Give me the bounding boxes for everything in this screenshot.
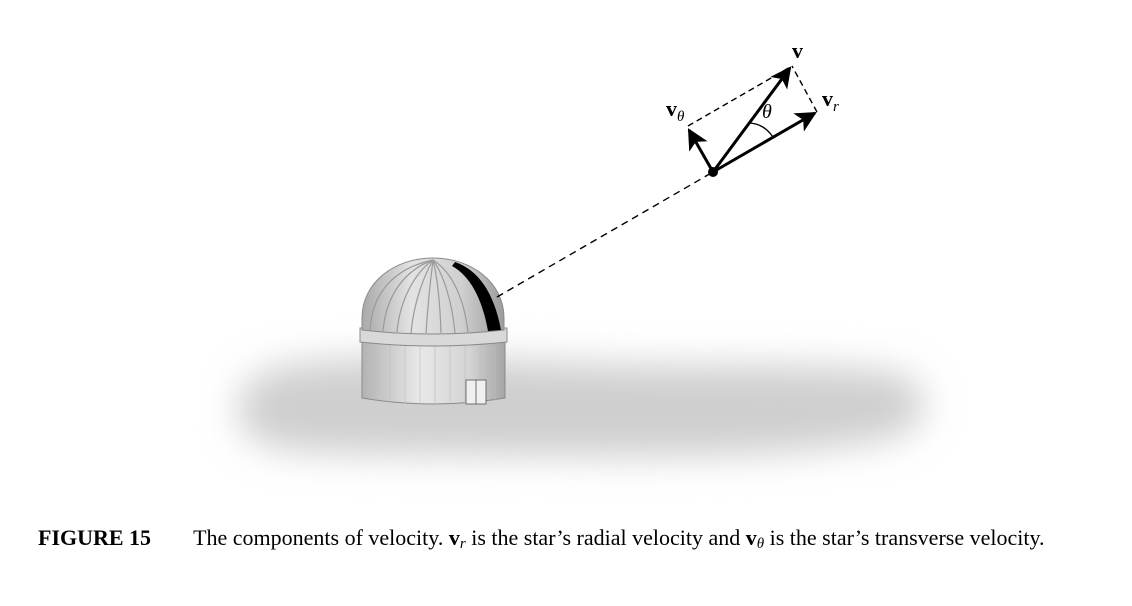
ground-shadow bbox=[237, 358, 925, 457]
radial-velocity-vector bbox=[712, 111, 817, 174]
line-of-sight bbox=[496, 171, 714, 298]
transverse-velocity-vector bbox=[687, 128, 715, 173]
dome-ribs bbox=[369, 259, 469, 334]
label-v: v bbox=[792, 38, 803, 63]
dashed-vtheta-to-v bbox=[687, 65, 793, 127]
dome-slit bbox=[452, 262, 501, 331]
observatory bbox=[359, 257, 508, 405]
dashed-vr-to-v bbox=[791, 65, 818, 113]
theta-arc bbox=[749, 122, 774, 138]
base-siding bbox=[374, 345, 496, 405]
label-theta: θ bbox=[762, 101, 772, 123]
caption-vtheta-sub: θ bbox=[756, 536, 765, 552]
caption-text-3: is the star’s transverse velocity. bbox=[769, 525, 1045, 550]
figure-number: FIGURE 15 bbox=[38, 525, 152, 550]
caption-vr-symbol: v bbox=[448, 525, 460, 550]
caption-vr-sub: r bbox=[459, 536, 466, 552]
label-v-r: vr bbox=[822, 86, 839, 115]
caption-vtheta-symbol: v bbox=[745, 525, 757, 550]
velocity-vector-v bbox=[711, 66, 792, 173]
label-v-theta: vθ bbox=[666, 96, 685, 125]
figure-caption: FIGURE 15 The components of velocity. vr … bbox=[38, 523, 1106, 553]
velocity-components-diagram: v vr vθ θ bbox=[237, 38, 925, 457]
caption-text-2: is the star’s radial velocity and bbox=[471, 525, 741, 550]
caption-text-1: The components of velocity. bbox=[193, 525, 444, 550]
